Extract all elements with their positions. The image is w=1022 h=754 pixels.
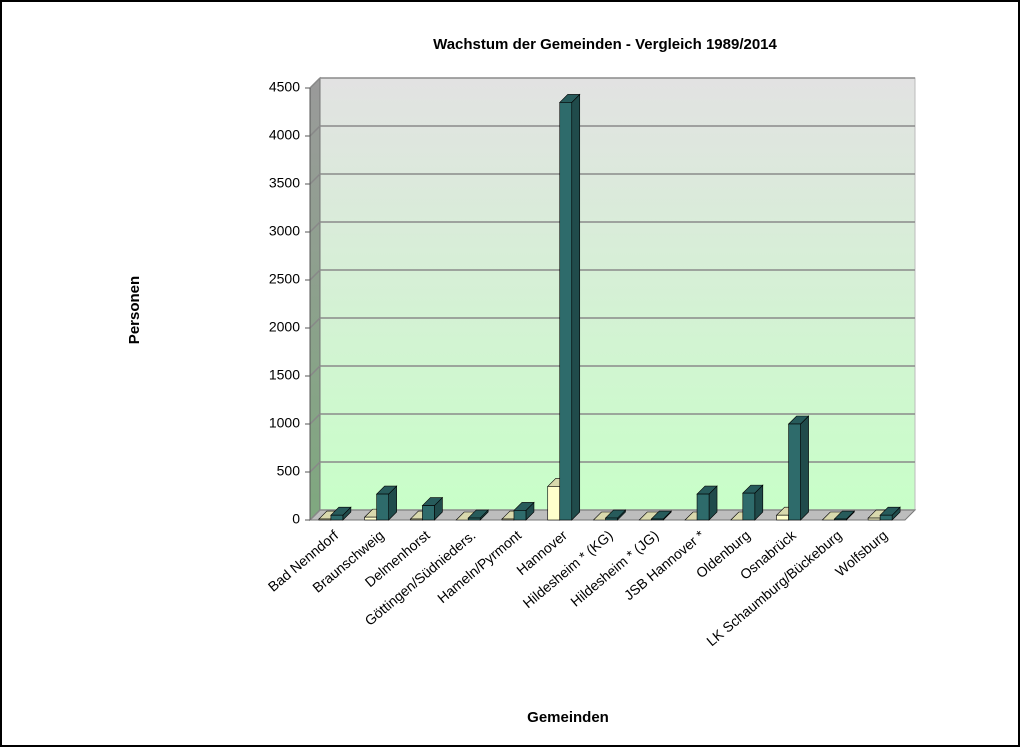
y-tick-label: 3000	[269, 223, 300, 239]
bar	[867, 517, 881, 521]
grid-line	[309, 365, 321, 377]
x-axis-label: Gemeinden	[527, 709, 609, 726]
y-tick-label: 500	[277, 463, 301, 479]
bar	[513, 510, 527, 521]
bar	[422, 505, 435, 521]
bar	[467, 517, 481, 521]
y-tick-label: 3500	[269, 175, 300, 191]
bar	[605, 517, 618, 521]
bar-side	[571, 93, 581, 521]
bar	[547, 486, 561, 521]
grid-line	[309, 173, 321, 185]
grid-line	[309, 509, 321, 521]
bar	[742, 492, 756, 521]
chart-title: Wachstum der Gemeinden - Vergleich 1989/…	[433, 36, 777, 53]
y-tick-label: 0	[292, 511, 300, 527]
grid-line	[309, 461, 321, 473]
back-wall	[319, 77, 916, 511]
bar	[788, 423, 801, 521]
bar	[410, 518, 423, 521]
y-tick-label: 4500	[269, 79, 300, 95]
bar	[696, 493, 710, 521]
y-tick-label: 2500	[269, 271, 300, 287]
bar	[318, 518, 332, 521]
bar-side	[800, 415, 809, 521]
bar	[834, 518, 847, 521]
bar	[364, 516, 377, 521]
y-tick-label: 1000	[269, 415, 300, 431]
bar	[376, 493, 389, 521]
bar	[776, 514, 789, 521]
grid-line	[309, 221, 321, 233]
bar	[879, 514, 893, 521]
grid-line	[309, 125, 321, 137]
y-axis-label: Personen	[126, 276, 143, 344]
bar	[501, 518, 515, 521]
y-tick-label: 1500	[269, 367, 300, 383]
grid-line	[309, 413, 321, 425]
side-wall	[309, 76, 321, 522]
bar	[559, 102, 573, 521]
grid-line	[309, 77, 321, 89]
bar	[330, 514, 344, 521]
grid-line	[309, 269, 321, 281]
y-tick-label: 4000	[269, 127, 300, 143]
y-tick-label: 2000	[269, 319, 300, 335]
grid-line	[309, 317, 321, 329]
bar	[650, 518, 664, 521]
